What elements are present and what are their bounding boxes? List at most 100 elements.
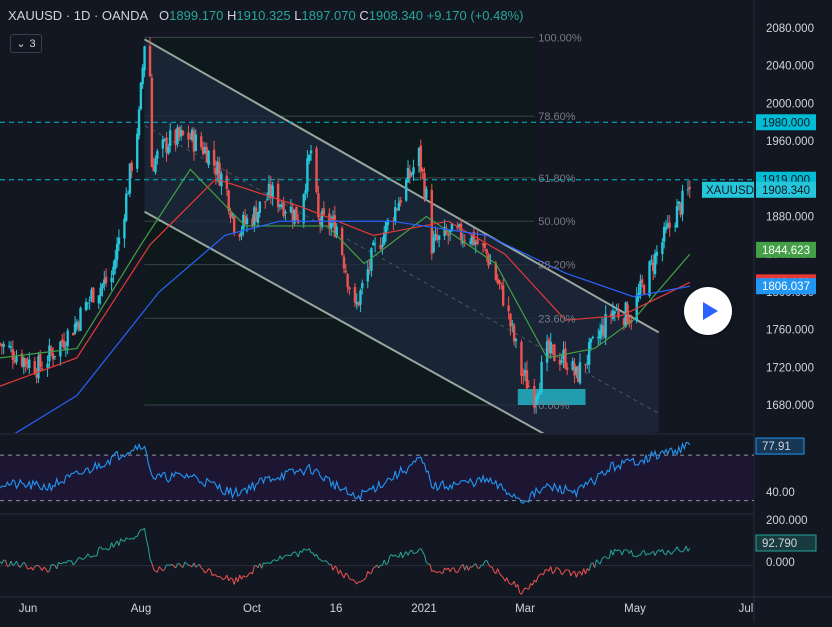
candle-body bbox=[528, 386, 530, 387]
high-label: H bbox=[227, 8, 236, 23]
candle-body bbox=[92, 288, 94, 303]
candle-body bbox=[131, 163, 133, 171]
candle-body bbox=[114, 259, 116, 269]
fib-level-label: 78.60% bbox=[538, 111, 576, 123]
oscillator-segment bbox=[525, 588, 527, 589]
candle-body bbox=[79, 308, 81, 331]
oscillator-segment bbox=[415, 552, 417, 553]
change-value: +9.170 (+0.48%) bbox=[427, 8, 524, 23]
candle-body bbox=[151, 78, 153, 167]
fib-level-label: 0.00% bbox=[538, 400, 569, 412]
candle-body bbox=[295, 207, 297, 220]
candle-body bbox=[98, 295, 100, 303]
price-tick-label: 1720.000 bbox=[766, 362, 814, 374]
candle-body bbox=[136, 134, 138, 169]
candle-body bbox=[681, 191, 683, 215]
indicator-toggle-button[interactable]: ⌄ 3 bbox=[10, 34, 42, 53]
candle-body bbox=[39, 354, 41, 367]
fib-level-label: 38.20% bbox=[538, 260, 576, 272]
open-value: 1899.170 bbox=[169, 8, 223, 23]
candle-body bbox=[308, 155, 310, 161]
time-tick-label: May bbox=[624, 603, 646, 615]
candle-body bbox=[617, 311, 619, 318]
candle-body bbox=[118, 238, 120, 245]
low-value: 1897.070 bbox=[302, 8, 356, 23]
candle-body bbox=[476, 240, 478, 245]
candle-body bbox=[604, 314, 606, 338]
candle-body bbox=[420, 146, 422, 172]
candle-body bbox=[140, 83, 142, 109]
candle-body bbox=[381, 245, 383, 247]
rsi-band bbox=[0, 455, 754, 501]
candle-body bbox=[643, 285, 645, 294]
candle-body bbox=[489, 263, 491, 264]
price-tick-label: 2080.000 bbox=[766, 23, 814, 35]
candle-body bbox=[374, 243, 376, 244]
candle-body bbox=[105, 277, 107, 283]
candle-body bbox=[41, 368, 43, 369]
candle-body bbox=[46, 364, 48, 368]
candle-body bbox=[614, 312, 616, 314]
candle-body bbox=[346, 274, 348, 287]
candle-body bbox=[259, 202, 261, 213]
candle-body bbox=[361, 283, 363, 288]
candle-body bbox=[588, 342, 590, 364]
oscillator-segment bbox=[90, 556, 92, 557]
oscillator-segment bbox=[188, 565, 190, 566]
candle-body bbox=[306, 158, 308, 191]
fib-level-label: 23.60% bbox=[538, 313, 576, 325]
time-tick-label: Mar bbox=[515, 603, 535, 615]
time-tick-label: Jul bbox=[739, 603, 754, 615]
candle-body bbox=[154, 159, 156, 173]
time-tick-label: Oct bbox=[243, 603, 262, 615]
price-label: 1908.340 bbox=[762, 185, 810, 197]
time-tick-label: 2021 bbox=[411, 603, 437, 615]
candle-body bbox=[515, 339, 517, 341]
open-label: O bbox=[159, 8, 169, 23]
candle-body bbox=[149, 46, 151, 76]
candle-body bbox=[48, 346, 50, 362]
fib-level-label: 50.00% bbox=[538, 216, 576, 228]
candle-body bbox=[687, 189, 689, 190]
candle-body bbox=[127, 194, 129, 195]
candle-body bbox=[668, 223, 670, 228]
candle-body bbox=[88, 300, 90, 301]
time-tick-label: Aug bbox=[131, 603, 151, 615]
candle-body bbox=[315, 148, 317, 192]
candle-body bbox=[125, 194, 127, 221]
candle-body bbox=[169, 130, 171, 146]
candle-body bbox=[561, 361, 563, 363]
candle-body bbox=[345, 271, 347, 273]
oscillator-segment bbox=[626, 550, 628, 551]
price-tick-label: 2040.000 bbox=[766, 61, 814, 73]
oscillator-segment bbox=[168, 565, 170, 566]
candle-body bbox=[400, 200, 402, 203]
oscillator-segment bbox=[267, 562, 269, 563]
price-tick-label: 1880.000 bbox=[766, 212, 814, 224]
candle-body bbox=[34, 361, 36, 374]
oscillator-tick-label: 0.000 bbox=[766, 557, 795, 569]
candle-body bbox=[271, 186, 273, 199]
close-label: C bbox=[359, 8, 368, 23]
candle-body bbox=[303, 194, 305, 223]
price-label: 1980.000 bbox=[762, 117, 810, 129]
candle-body bbox=[367, 269, 369, 281]
candle-body bbox=[200, 136, 202, 147]
candle-body bbox=[207, 151, 209, 165]
candle-body bbox=[2, 344, 4, 347]
candle-body bbox=[343, 257, 345, 269]
rsi-tick-label: 40.00 bbox=[766, 487, 795, 499]
price-tick-label: 1960.000 bbox=[766, 136, 814, 148]
candle-body bbox=[123, 219, 125, 239]
candle-body bbox=[507, 306, 509, 312]
candle-body bbox=[553, 345, 555, 362]
candle-body bbox=[564, 348, 566, 367]
ohlc-values: O1899.170 H1910.325 L1897.070 C1908.340 … bbox=[159, 8, 523, 23]
candle-body bbox=[101, 284, 103, 288]
play-button[interactable] bbox=[684, 287, 732, 335]
time-tick-label: 16 bbox=[330, 603, 343, 615]
candle-body bbox=[405, 180, 407, 201]
candle-body bbox=[432, 237, 434, 252]
candle-body bbox=[87, 302, 89, 303]
